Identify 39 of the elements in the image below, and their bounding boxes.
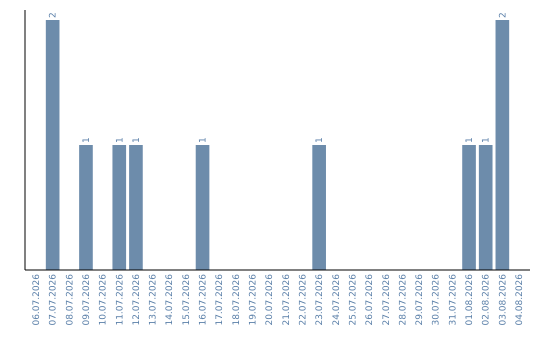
x-tick-label: 19.07.2026	[248, 274, 259, 326]
x-tick-label: 20.07.2026	[265, 274, 276, 326]
data-label: 1	[465, 137, 476, 143]
data-label: 2	[498, 12, 508, 18]
x-tick-label: 30.07.2026	[432, 274, 442, 326]
x-tick-label: 08.07.2026	[65, 274, 76, 326]
x-tick-label: 25.07.2026	[348, 274, 358, 326]
x-tick-label: 24.07.2026	[332, 274, 342, 326]
x-tick-label: 28.07.2026	[398, 274, 408, 326]
x-tick-label: 21.07.2026	[282, 274, 292, 326]
data-label: 1	[315, 137, 326, 143]
x-tick-label: 26.07.2026	[365, 274, 376, 326]
x-tick-label: 29.07.2026	[415, 274, 426, 326]
x-tick-label: 10.07.2026	[98, 274, 109, 326]
data-label: 1	[482, 137, 492, 143]
x-tick-label: 13.07.2026	[148, 274, 159, 326]
x-tick-label: 06.07.2026	[32, 274, 42, 326]
x-tick-label: 09.07.2026	[82, 274, 92, 326]
x-tick-label: 12.07.2026	[132, 274, 142, 326]
x-tick-label: 07.07.2026	[48, 274, 59, 326]
x-tick-label: 01.08.2026	[465, 274, 476, 326]
x-tick-label: 17.07.2026	[215, 274, 226, 326]
x-tick-label: 11.07.2026	[115, 274, 126, 326]
data-label: 1	[82, 137, 92, 143]
x-tick-label: 04.08.2026	[515, 274, 526, 326]
data-label: 1	[132, 137, 142, 143]
x-tick-label: 15.07.2026	[182, 274, 192, 326]
x-tick-label: 16.07.2026	[198, 274, 209, 326]
x-tick-label: 14.07.2026	[165, 274, 176, 326]
x-tick-label: 27.07.2026	[382, 274, 392, 326]
x-tick-label: 31.07.2026	[448, 274, 458, 326]
data-label: 2	[48, 12, 59, 18]
x-tick-label: 03.08.2026	[498, 274, 508, 326]
x-tick-label: 02.08.2026	[482, 274, 492, 326]
data-label: 1	[115, 137, 126, 143]
x-tick-label: 23.07.2026	[315, 274, 326, 326]
x-tick-label: 18.07.2026	[232, 274, 242, 326]
data-label: 1	[198, 137, 209, 143]
x-tick-label: 22.07.2026	[298, 274, 308, 326]
